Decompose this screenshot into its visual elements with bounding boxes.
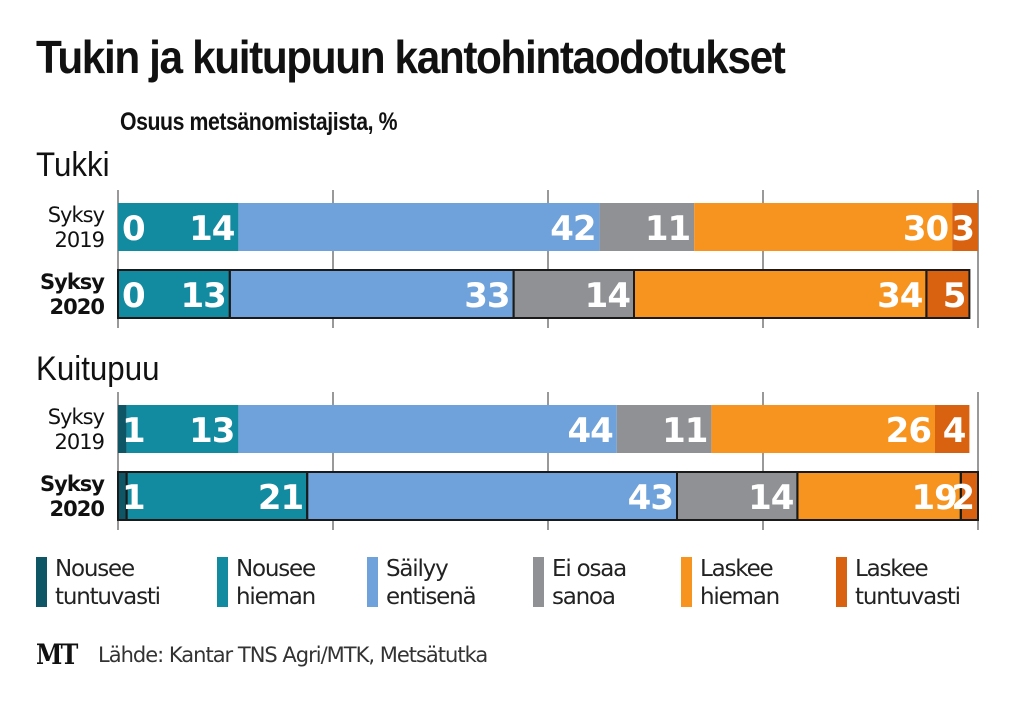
bar-segment <box>952 203 978 251</box>
row-label-line1: Syksy <box>47 405 105 429</box>
data-label: 0 <box>122 209 145 249</box>
data-label: 43 <box>628 478 673 518</box>
legend-swatch <box>367 557 378 607</box>
bar-segment <box>126 405 239 453</box>
row-label-kuitupuu-2020: Syksy 2020 <box>0 472 105 522</box>
data-label: 5 <box>943 276 966 316</box>
bar-segment <box>616 405 712 453</box>
bar-segment <box>797 472 961 520</box>
bar-segment <box>118 472 127 520</box>
row-label-line2: 2020 <box>49 497 105 521</box>
data-label: 11 <box>662 411 707 451</box>
data-label: 0 <box>122 276 145 316</box>
data-label: 42 <box>550 209 595 249</box>
group-title-kuitupuu: Kuitupuu <box>36 350 160 388</box>
source-text: Lähde: Kantar TNS Agri/MTK, Metsätutka <box>98 643 488 667</box>
group-title-tukki: Tukki <box>36 146 110 184</box>
legend-label-line2: tuntuvasti <box>855 584 961 610</box>
row-label-tukki-2020: Syksy 2020 <box>0 270 105 320</box>
bar-segment <box>711 405 935 453</box>
bar-segment <box>238 203 600 251</box>
row-label-tukki-2019: Syksy 2019 <box>0 203 105 253</box>
bar-segment <box>634 270 927 318</box>
legend-label-line1: Laskee <box>700 556 774 582</box>
data-label: 2 <box>951 478 974 518</box>
row-label-line2: 2019 <box>54 430 105 454</box>
bar-segment <box>118 270 230 318</box>
legend-label-line2: entisenä <box>386 584 477 610</box>
bar-segment <box>126 472 308 520</box>
legend-swatch <box>217 557 228 607</box>
legend-label: Nousee hieman <box>236 555 316 611</box>
legend-label-line1: Nousee <box>55 556 135 582</box>
row-label-line2: 2020 <box>49 295 105 319</box>
data-label: 4 <box>943 411 966 451</box>
data-label: 34 <box>877 276 923 316</box>
legend-label-line1: Laskee <box>855 556 929 582</box>
chart-subtitle: Osuus metsänomistajista, % <box>120 108 398 136</box>
legend-swatch <box>533 557 544 607</box>
data-label: 44 <box>567 411 613 451</box>
legend-swatch <box>36 557 47 607</box>
row-label-line2: 2019 <box>54 228 105 252</box>
data-label: 1 <box>122 411 145 451</box>
bar-segment <box>599 203 695 251</box>
bar-segment <box>960 472 978 520</box>
data-label: 33 <box>464 276 509 316</box>
bar-segment <box>229 270 514 318</box>
bar-segment <box>238 405 617 453</box>
row-label-line1: Syksy <box>47 203 105 227</box>
data-label: 14 <box>748 478 794 518</box>
legend-swatch <box>681 557 692 607</box>
bar-segment <box>677 472 798 520</box>
legend: Nousee tuntuvasti Nousee hieman Säilyy entise… <box>0 555 1019 615</box>
data-label: 14 <box>585 276 631 316</box>
legend-label-line2: hieman <box>700 584 780 610</box>
legend-label: Nousee tuntuvasti <box>55 555 161 611</box>
bar-segment-outline <box>925 269 971 319</box>
bar-segment <box>307 472 677 520</box>
data-label: 3 <box>951 209 974 249</box>
legend-label: Laskee hieman <box>700 555 780 611</box>
data-label: 13 <box>180 276 225 316</box>
legend-label: Säilyy entisenä <box>386 555 477 611</box>
row-label-line1: Syksy <box>40 270 105 294</box>
legend-label-line1: Säilyy <box>386 556 449 582</box>
row-label-kuitupuu-2019: Syksy 2019 <box>0 405 105 455</box>
bar-segment <box>118 405 127 453</box>
bar-segment <box>118 203 239 251</box>
mt-logo: MT <box>36 638 78 671</box>
bar-segment <box>513 270 634 318</box>
legend-label: Ei osaa sanoa <box>552 555 627 611</box>
legend-label: Laskee tuntuvasti <box>855 555 961 611</box>
bar-segment <box>926 270 970 318</box>
footer: MT Lähde: Kantar TNS Agri/MTK, Metsätutk… <box>36 638 488 671</box>
data-label: 14 <box>189 209 235 249</box>
legend-label-line2: hieman <box>236 584 316 610</box>
legend-label-line2: tuntuvasti <box>55 584 161 610</box>
data-label: 19 <box>911 478 956 518</box>
legend-swatch <box>836 557 847 607</box>
data-label: 26 <box>886 411 931 451</box>
data-label: 11 <box>645 209 690 249</box>
legend-label-line1: Nousee <box>236 556 316 582</box>
data-label: 30 <box>903 209 949 249</box>
data-label: 13 <box>189 411 234 451</box>
legend-label-line2: sanoa <box>552 584 616 610</box>
data-label: 1 <box>122 478 145 518</box>
data-label: 21 <box>258 478 303 518</box>
row-label-line1: Syksy <box>40 472 105 496</box>
chart-title: Tukin ja kuitupuun kantohintaodotukset <box>36 31 786 83</box>
bar-segment <box>694 203 953 251</box>
bar-segment-outline <box>959 471 979 521</box>
legend-label-line1: Ei osaa <box>552 556 627 582</box>
bar-segment <box>935 405 970 453</box>
